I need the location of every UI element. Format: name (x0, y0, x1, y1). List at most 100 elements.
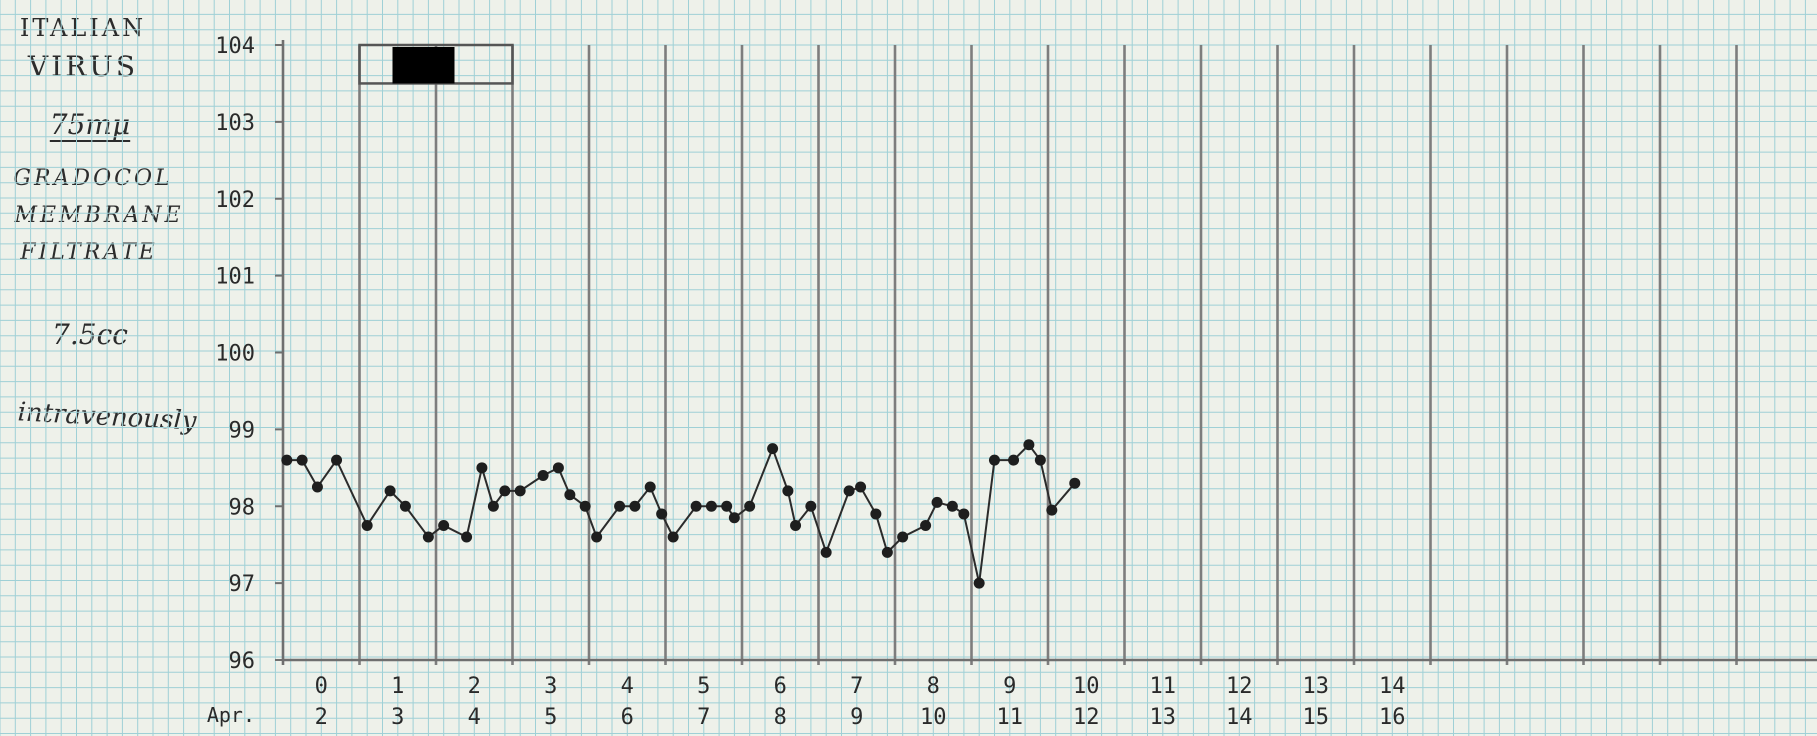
data-point (629, 500, 641, 512)
x-day-label: 10 (1073, 674, 1100, 699)
data-point (667, 531, 679, 543)
annotation-size: 75mμ (49, 108, 131, 141)
x-day-label: 11 (1150, 674, 1177, 699)
x-day-label: 0 (315, 674, 328, 699)
x-day-label: 1 (391, 674, 404, 699)
x-day-label: 9 (1003, 674, 1016, 699)
x-day-label: 3 (544, 674, 557, 699)
data-point (552, 462, 564, 474)
data-point (461, 531, 473, 543)
x-date-label: 4 (468, 705, 481, 730)
data-point (514, 485, 526, 497)
data-point (767, 443, 779, 455)
data-point (958, 508, 970, 520)
data-point (897, 531, 909, 543)
x-date-label: 5 (544, 705, 557, 730)
data-point (644, 481, 656, 493)
data-point (564, 489, 576, 501)
series-line (286, 443, 1076, 584)
x-day-label: 14 (1379, 674, 1406, 699)
x-date-label: 12 (1073, 705, 1100, 730)
x-date-label: 7 (697, 705, 710, 730)
data-point (399, 500, 411, 512)
data-point (973, 577, 985, 589)
data-point (690, 500, 702, 512)
x-date-label: 10 (920, 705, 947, 730)
data-point (311, 481, 323, 493)
data-point (296, 454, 308, 466)
data-point (988, 454, 1000, 466)
data-point (1069, 477, 1081, 489)
x-day-label: 5 (697, 674, 710, 699)
y-tick-labels: 104 103 102 101 100 99 98 97 96 (215, 34, 283, 674)
data-point (728, 512, 740, 524)
data-point (384, 485, 396, 497)
y-tick-label: 103 (215, 111, 255, 136)
x-day-label: 6 (774, 674, 787, 699)
data-point (855, 481, 867, 493)
x-day-label: 2 (468, 674, 481, 699)
data-point (920, 519, 932, 531)
data-point (931, 496, 943, 508)
data-point (843, 485, 855, 497)
data-point (591, 531, 603, 543)
data-point (487, 500, 499, 512)
data-point (422, 531, 434, 543)
temperature-series (281, 439, 1081, 589)
x-day-label: 7 (850, 674, 863, 699)
data-point (1046, 504, 1058, 516)
data-point (1034, 454, 1046, 466)
data-point (361, 519, 373, 531)
data-point (281, 454, 293, 466)
data-point (1023, 439, 1035, 451)
x-date-label: 14 (1226, 705, 1253, 730)
x-day-label: 4 (621, 674, 634, 699)
data-point (476, 462, 488, 474)
data-point (870, 508, 882, 520)
data-point (820, 546, 832, 558)
data-point (782, 485, 794, 497)
y-tick-label: 102 (215, 188, 255, 213)
data-point (579, 500, 591, 512)
x-day-label: 8 (927, 674, 940, 699)
x-date-label: 16 (1379, 705, 1406, 730)
data-point (614, 500, 626, 512)
data-point (1008, 454, 1020, 466)
redaction-box (358, 43, 514, 85)
data-point (537, 470, 549, 481)
y-tick-label: 96 (229, 649, 256, 674)
y-tick-label: 98 (229, 495, 256, 520)
x-date-label: 6 (621, 705, 634, 730)
x-date-label: 2 (315, 705, 328, 730)
data-point (499, 485, 511, 497)
redaction-block (392, 47, 455, 84)
data-point (946, 500, 958, 512)
data-point (790, 519, 802, 531)
data-point (881, 546, 893, 558)
x-date-label: 11 (997, 705, 1024, 730)
day-divider-lines (358, 45, 1738, 665)
x-date-prefix: Apr. (207, 703, 255, 727)
data-point (656, 508, 668, 520)
y-tick-label: 99 (229, 418, 256, 443)
x-date-label: 13 (1150, 705, 1177, 730)
x-date-label: 8 (774, 705, 787, 730)
y-tick-label: 100 (215, 342, 255, 367)
y-tick-label: 104 (215, 34, 255, 59)
data-point (744, 500, 756, 512)
x-date-label: 3 (391, 705, 404, 730)
x-date-label: 9 (850, 705, 863, 730)
data-point (721, 500, 733, 512)
data-point (805, 500, 817, 512)
data-point (438, 519, 450, 531)
data-point (705, 500, 717, 512)
x-day-label: 12 (1226, 674, 1253, 699)
annotation-dose: 7.5cc (52, 318, 128, 351)
data-point (331, 454, 343, 466)
y-tick-label: 101 (215, 265, 255, 290)
x-date-label: 15 (1303, 705, 1330, 730)
y-tick-label: 97 (229, 572, 256, 597)
